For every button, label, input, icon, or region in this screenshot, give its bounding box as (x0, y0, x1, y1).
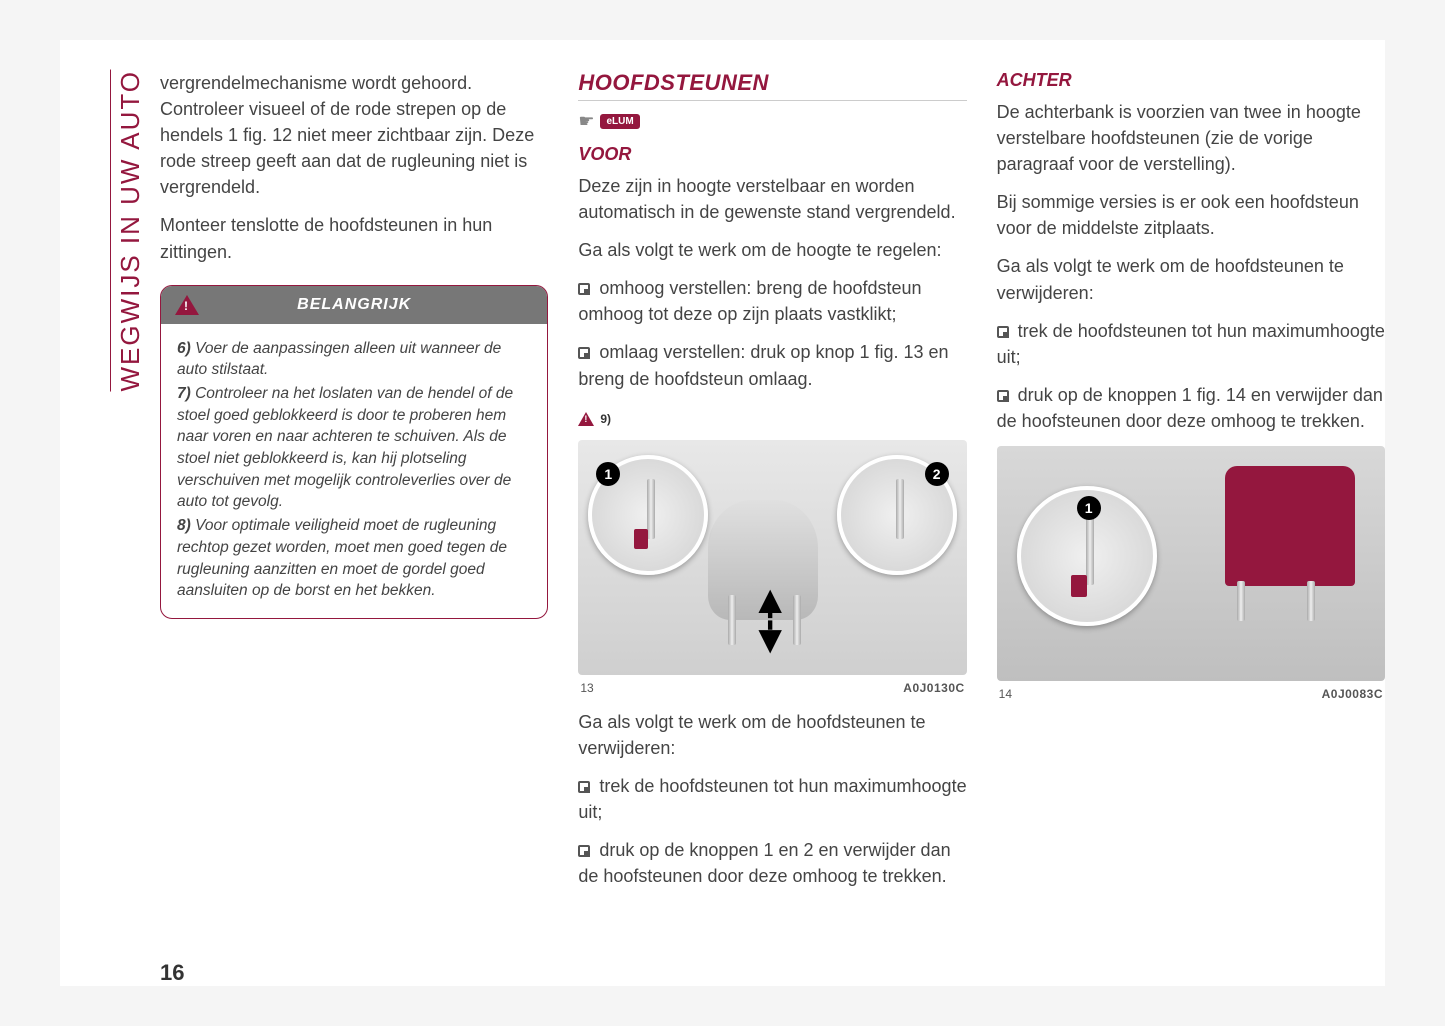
figure-code: A0J0083C (1322, 687, 1383, 701)
content-columns: vergrendelmechanisme wordt gehoord. Cont… (160, 40, 1385, 986)
subheading-voor: VOOR (578, 144, 966, 165)
col3-bullet1: trek de hoofdsteunen tot hun maximumhoog… (997, 318, 1385, 370)
col2-bullet4: druk op de knoppen 1 en 2 en verwijder d… (578, 837, 966, 889)
warning-icon (175, 295, 199, 315)
post-detail (896, 479, 904, 539)
elum-row: ☛ eLUM (578, 111, 966, 132)
elum-badge: eLUM (600, 114, 639, 129)
column-3: ACHTER De achterbank is voorzien van twe… (997, 70, 1385, 986)
figure-13-caption: 13 A0J0130C (578, 681, 966, 695)
figure-code: A0J0130C (903, 681, 964, 695)
page-number: 16 (160, 960, 184, 986)
headrest-post (1237, 581, 1245, 621)
warning-ref-9: 9) (578, 412, 611, 426)
figure-number: 14 (999, 687, 1012, 701)
chapter-side-label: WEGWIJS IN UW AUTO (110, 70, 146, 392)
arrows-icon: ▲┊▼ (750, 590, 790, 650)
bullet-icon (578, 283, 590, 295)
important-item-7: 7) Controleer na het loslaten van de hen… (177, 383, 531, 513)
column-2: HOOFDSTEUNEN ☛ eLUM VOOR Deze zijn in ho… (578, 70, 966, 986)
bullet-icon (997, 390, 1009, 402)
headrest-post (793, 595, 801, 645)
important-item-8: 8) Voor optimale veiligheid moet de rugl… (177, 515, 531, 602)
col1-para2: Monteer tenslotte de hoofdsteunen in hun… (160, 212, 548, 264)
bullet-icon (997, 326, 1009, 338)
col2-bullet3: trek de hoofdsteunen tot hun maximumhoog… (578, 773, 966, 825)
figure-14-caption: 14 A0J0083C (997, 687, 1385, 701)
manual-page: WEGWIJS IN UW AUTO vergrendelmechanisme … (60, 40, 1385, 986)
subheading-achter: ACHTER (997, 70, 1385, 91)
headrest-post (1307, 581, 1315, 621)
post-detail (647, 479, 655, 539)
bullet-icon (578, 781, 590, 793)
col3-bullet2: druk op de knoppen 1 fig. 14 en verwijde… (997, 382, 1385, 434)
hand-icon: ☛ (578, 111, 594, 132)
warning-icon (578, 412, 594, 426)
col2-para3: Ga als volgt te werk om de hoofdsteunen … (578, 709, 966, 761)
column-1: vergrendelmechanisme wordt gehoord. Cont… (160, 70, 548, 986)
warning-ref-label: 9) (600, 412, 611, 426)
bullet-icon (578, 347, 590, 359)
important-header: BELANGRIJK (161, 286, 547, 324)
important-box: BELANGRIJK 6) Voer de aanpassingen allee… (160, 285, 548, 619)
bullet-icon (578, 845, 590, 857)
red-lever (634, 529, 648, 549)
callout-number-2: 2 (925, 462, 949, 486)
figure-number: 13 (580, 681, 593, 695)
important-body: 6) Voer de aanpassingen alleen uit wanne… (161, 324, 547, 618)
callout-number-1: 1 (1077, 496, 1101, 520)
col2-bullet1: omhoog verstellen: breng de hoofdsteun o… (578, 275, 966, 327)
col3-para1: De achterbank is voorzien van twee in ho… (997, 99, 1385, 177)
post-detail (1086, 515, 1094, 585)
heading-hoofdsteunen: HOOFDSTEUNEN (578, 70, 966, 101)
col3-para3: Ga als volgt te werk om de hoofdsteunen … (997, 253, 1385, 305)
col2-bullet2: omlaag verstellen: druk op knop 1 fig. 1… (578, 339, 966, 391)
rear-headrest (1225, 466, 1355, 586)
col1-para1: vergrendelmechanisme wordt gehoord. Cont… (160, 70, 548, 200)
col3-para2: Bij sommige versies is er ook een hoofds… (997, 189, 1385, 241)
important-item-6: 6) Voer de aanpassingen alleen uit wanne… (177, 338, 531, 381)
callout-number-1: 1 (596, 462, 620, 486)
figure-13: 1 2 ▲┊▼ (578, 440, 966, 675)
figure-14: 1 (997, 446, 1385, 681)
headrest-post (728, 595, 736, 645)
important-title: BELANGRIJK (297, 296, 411, 313)
col2-para1: Deze zijn in hoogte verstelbaar en worde… (578, 173, 966, 225)
col2-para2: Ga als volgt te werk om de hoogte te reg… (578, 237, 966, 263)
red-lever (1071, 575, 1087, 597)
